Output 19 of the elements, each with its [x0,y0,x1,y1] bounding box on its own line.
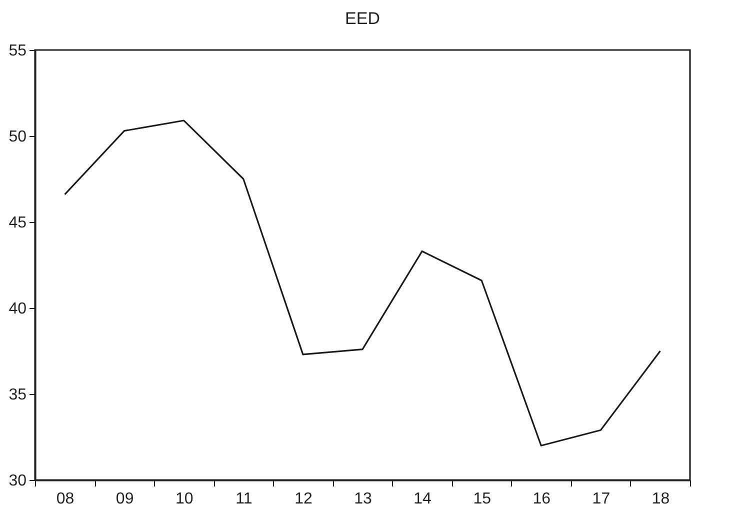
y-tick-label: 45 [8,214,27,232]
x-tick-label: 16 [532,490,551,508]
chart-title: EED [345,9,380,28]
x-tick-label: 09 [116,490,134,508]
y-tick-label: 35 [8,386,27,404]
y-tick-label: 50 [8,128,27,146]
x-tick-label: 12 [294,490,312,508]
x-tick-label: 18 [652,490,670,508]
y-tick-label: 30 [8,472,27,490]
x-tick-label: 10 [175,490,194,508]
line-series [64,120,662,446]
x-tick-label: 15 [473,490,492,508]
x-tick-label: 11 [236,490,252,508]
x-tick-label: 13 [354,490,372,508]
x-tick-label: 17 [592,490,610,508]
y-tick-label: 40 [8,300,27,318]
x-tick-label: 08 [56,490,74,508]
x-tick-label: 14 [414,490,432,508]
y-tick-label: 55 [8,42,27,60]
